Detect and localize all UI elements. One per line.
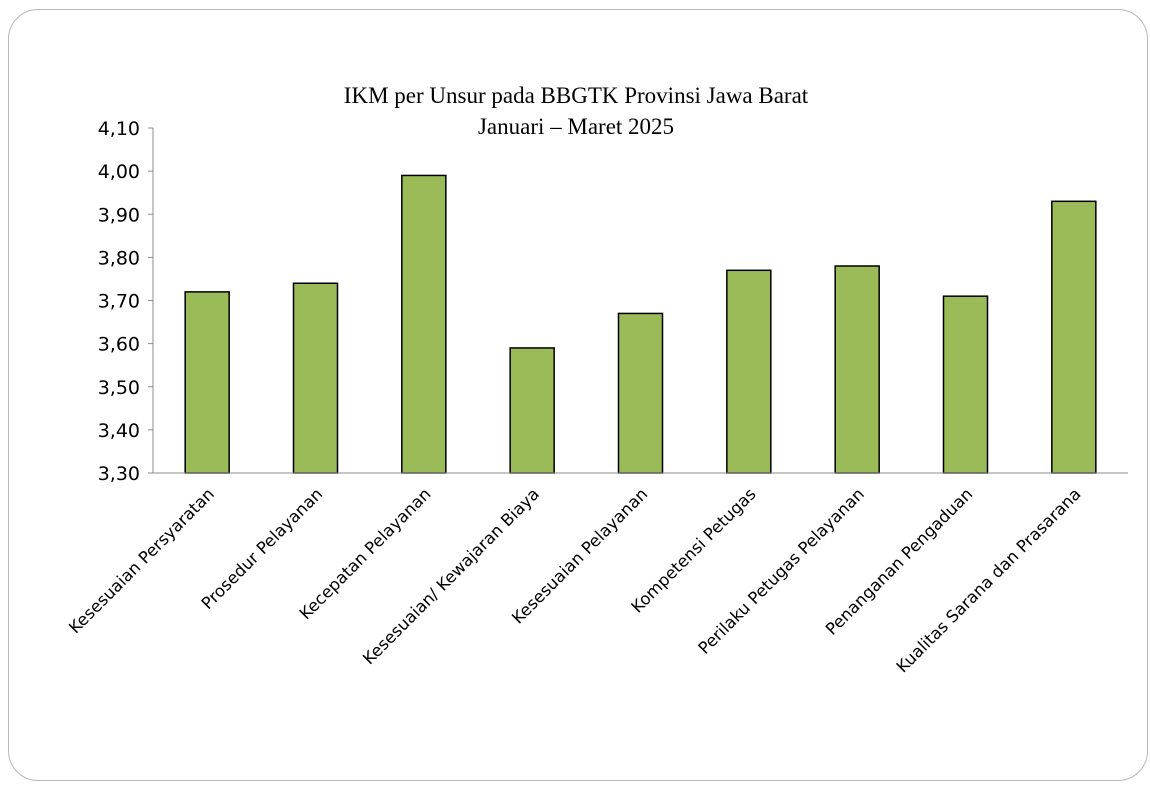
y-tick-label: 3,80 xyxy=(98,247,140,269)
chart-title: IKM per Unsur pada BBGTK Provinsi Jawa B… xyxy=(344,83,809,108)
x-tick-label: Prosedur Pelayanan xyxy=(198,484,327,613)
y-axis-ticks: 3,30 3,40 3,50 3,60 3,70 3,80 3,90 4,00 4,10 xyxy=(98,118,153,485)
bar xyxy=(509,347,555,474)
bars xyxy=(184,174,1097,474)
x-tick-label: Kompetensi Petugas xyxy=(627,484,759,616)
x-tick-label: Kesesuaian Persyaratan xyxy=(65,484,218,637)
bar xyxy=(942,295,989,474)
bar xyxy=(726,269,772,474)
bar xyxy=(617,312,664,474)
y-tick-label: 3,90 xyxy=(98,204,140,226)
bar xyxy=(184,291,230,474)
bar xyxy=(834,265,880,474)
y-tick-label: 3,70 xyxy=(98,291,140,313)
bar xyxy=(401,174,447,474)
chart-subtitle: Januari – Maret 2025 xyxy=(478,114,674,139)
x-tick-label: Kualitas Sarana dan Prasarana xyxy=(893,484,1085,676)
y-tick-label: 3,50 xyxy=(98,377,140,399)
bar xyxy=(1051,200,1097,474)
y-tick-label: 4,00 xyxy=(98,161,140,183)
y-tick-label: 3,60 xyxy=(98,334,140,356)
y-tick-label: 4,10 xyxy=(98,118,140,140)
bar xyxy=(292,282,339,474)
y-tick-label: 3,40 xyxy=(98,420,140,442)
x-tick-label: Kesesuaian/ Kewajaran Biaya xyxy=(359,484,543,668)
y-tick-label: 3,30 xyxy=(98,463,140,485)
